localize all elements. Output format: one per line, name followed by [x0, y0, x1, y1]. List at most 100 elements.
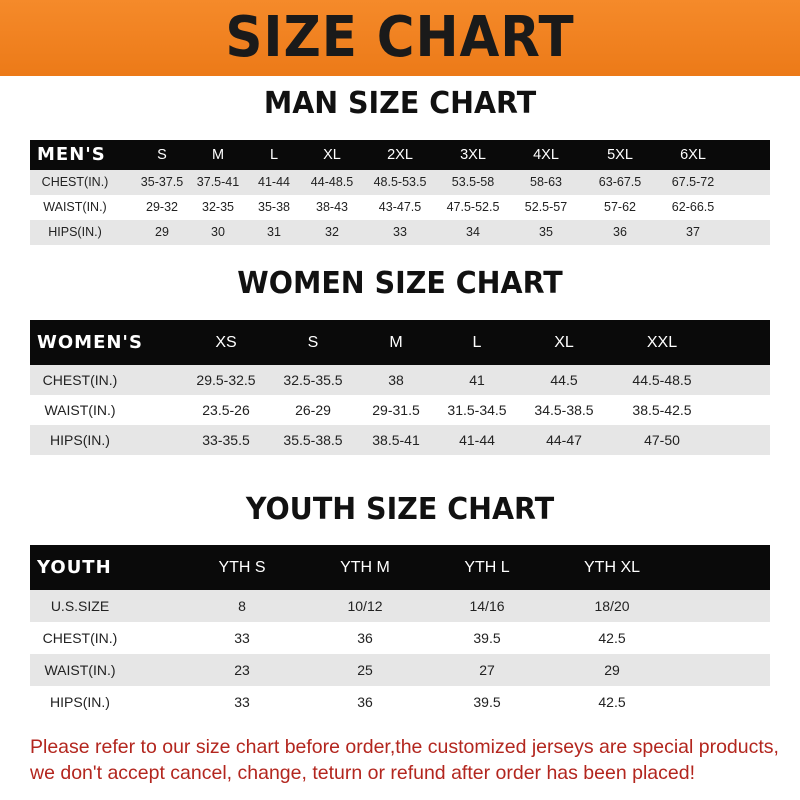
- youth-title: YOUTH SIZE CHART: [245, 492, 555, 527]
- table-cell: 34: [466, 225, 480, 239]
- table-row: HIPS(IN.) 33-35.5 35.5-38.5 38.5-41 41-44 44-…: [30, 425, 770, 455]
- table-cell: 47-50: [644, 432, 680, 448]
- table-cell: 35.5-38.5: [283, 432, 343, 448]
- table-cell: 44.5-48.5: [632, 372, 692, 388]
- table-header-row: MEN'S S M L XL 2XL 3XL 4XL 5XL 6XL: [30, 140, 770, 170]
- men-size-table: MEN'S S M L XL 2XL 3XL 4XL 5XL 6XL CHEST(IN.) 35-37…: [30, 140, 770, 245]
- table-row: HIPS(IN.) 29 30 31 32 33 34 35 36 37: [30, 220, 770, 245]
- men-title: MAN SIZE CHART: [263, 86, 537, 121]
- table-cell: 25: [357, 662, 373, 678]
- table-cell: 29.5-32.5: [196, 372, 256, 388]
- table-cell: 53.5-58: [451, 175, 495, 189]
- size-column-header: 5XL: [607, 147, 633, 163]
- header-label: MEN'S: [37, 144, 106, 165]
- size-column-header: XXL: [646, 334, 678, 351]
- table-cell: 67.5-72: [671, 175, 715, 189]
- table-cell: 36: [357, 630, 373, 646]
- table-cell: 52.5-57: [524, 200, 568, 214]
- table-cell: 8: [238, 598, 246, 614]
- size-column-header: 2XL: [387, 147, 413, 163]
- table-cell: 35-37.5: [140, 175, 184, 189]
- size-column-header: XL: [554, 334, 574, 351]
- table-cell: 26-29: [295, 402, 331, 418]
- table-row: WAIST(IN.) 29-32 32-35 35-38 38-43 43-47.5 47.…: [30, 195, 770, 220]
- size-column-header: YTH XL: [583, 559, 641, 576]
- table-cell: 27: [479, 662, 495, 678]
- size-column-header: 6XL: [680, 147, 706, 163]
- table-header-row: YOUTH YTH S YTH M YTH L YTH XL: [30, 545, 770, 590]
- table-cell: 33: [234, 694, 250, 710]
- table-cell: 43-47.5: [378, 200, 422, 214]
- table-cell: 63-67.5: [598, 175, 642, 189]
- banner: SIZE CHART: [0, 0, 800, 76]
- size-column-header: XL: [323, 147, 341, 163]
- table-cell: 29: [604, 662, 620, 678]
- table-cell: 23: [234, 662, 250, 678]
- table-cell: 38.5-42.5: [632, 402, 692, 418]
- table-cell: 39.5: [473, 694, 501, 710]
- table-cell: 38: [388, 372, 404, 388]
- order-notice: Please refer to our size chart before or…: [30, 736, 779, 784]
- table-cell: 31.5-34.5: [447, 402, 507, 418]
- row-label: CHEST(IN.): [41, 175, 109, 189]
- size-column-header: L: [269, 147, 279, 163]
- table-cell: 44-48.5: [310, 175, 354, 189]
- size-column-header: XS: [215, 334, 237, 351]
- table-cell: 36: [613, 225, 627, 239]
- table-row: CHEST(IN.) 29.5-32.5 32.5-35.5 38 41 44.5 44.5…: [30, 365, 770, 395]
- size-column-header: 4XL: [533, 147, 559, 163]
- table-cell: 37.5-41: [196, 175, 240, 189]
- youth-size-table: YOUTH YTH S YTH M YTH L YTH XL U.S.SIZE 8 10/12…: [30, 545, 770, 718]
- table-cell: 29-31.5: [372, 402, 420, 418]
- table-cell: 33-35.5: [202, 432, 250, 448]
- row-label: CHEST(IN.): [42, 630, 118, 646]
- table-row: CHEST(IN.) 33 36 39.5 42.5: [30, 622, 770, 654]
- table-row: WAIST(IN.) 23 25 27 29: [30, 654, 770, 686]
- table-cell: 41-44: [459, 432, 495, 448]
- women-size-table: WOMEN'S XS S M L XL XXL CHEST(IN.) 29.5-32.5 32.5…: [30, 320, 770, 455]
- size-column-header: S: [157, 147, 167, 163]
- table-cell: 32-35: [202, 200, 234, 214]
- table-cell: 23.5-26: [202, 402, 250, 418]
- row-label: HIPS(IN.): [50, 694, 110, 710]
- table-cell: 42.5: [598, 694, 626, 710]
- table-cell: 18/20: [594, 598, 630, 614]
- size-column-header: YTH M: [340, 559, 390, 576]
- table-cell: 29: [155, 225, 169, 239]
- table-cell: 39.5: [473, 630, 501, 646]
- table-cell: 44.5: [550, 372, 578, 388]
- table-cell: 37: [686, 225, 700, 239]
- table-cell: 32.5-35.5: [283, 372, 343, 388]
- size-column-header: YTH S: [218, 559, 266, 576]
- table-row: CHEST(IN.) 35-37.5 37.5-41 41-44 44-48.5 48.5…: [30, 170, 770, 195]
- row-label: HIPS(IN.): [48, 225, 102, 239]
- table-cell: 38.5-41: [372, 432, 420, 448]
- table-row: WAIST(IN.) 23.5-26 26-29 29-31.5 31.5-34.5 34…: [30, 395, 770, 425]
- table-row: HIPS(IN.) 33 36 39.5 42.5: [30, 686, 770, 718]
- row-label: CHEST(IN.): [42, 372, 118, 388]
- table-cell: 41: [469, 372, 485, 388]
- banner-title: SIZE CHART: [225, 5, 575, 70]
- table-cell: 29-32: [146, 200, 178, 214]
- table-cell: 32: [325, 225, 339, 239]
- size-column-header: M: [389, 334, 403, 351]
- table-cell: 42.5: [598, 630, 626, 646]
- table-row: U.S.SIZE 8 10/12 14/16 18/20: [30, 590, 770, 622]
- row-label: HIPS(IN.): [50, 432, 110, 448]
- table-cell: 58-63: [530, 175, 562, 189]
- size-column-header: YTH L: [464, 559, 510, 576]
- row-label: WAIST(IN.): [43, 200, 107, 214]
- table-cell: 35-38: [258, 200, 290, 214]
- table-cell: 35: [539, 225, 553, 239]
- size-column-header: L: [472, 334, 482, 351]
- table-cell: 47.5-52.5: [446, 200, 500, 214]
- table-cell: 10/12: [347, 598, 383, 614]
- table-cell: 57-62: [604, 200, 636, 214]
- table-cell: 62-66.5: [671, 200, 715, 214]
- row-label: U.S.SIZE: [50, 598, 110, 614]
- size-column-header: S: [307, 334, 319, 351]
- table-header-row: WOMEN'S XS S M L XL XXL: [30, 320, 770, 365]
- table-cell: 34.5-38.5: [534, 402, 594, 418]
- header-label: YOUTH: [37, 557, 112, 578]
- table-cell: 48.5-53.5: [373, 175, 427, 189]
